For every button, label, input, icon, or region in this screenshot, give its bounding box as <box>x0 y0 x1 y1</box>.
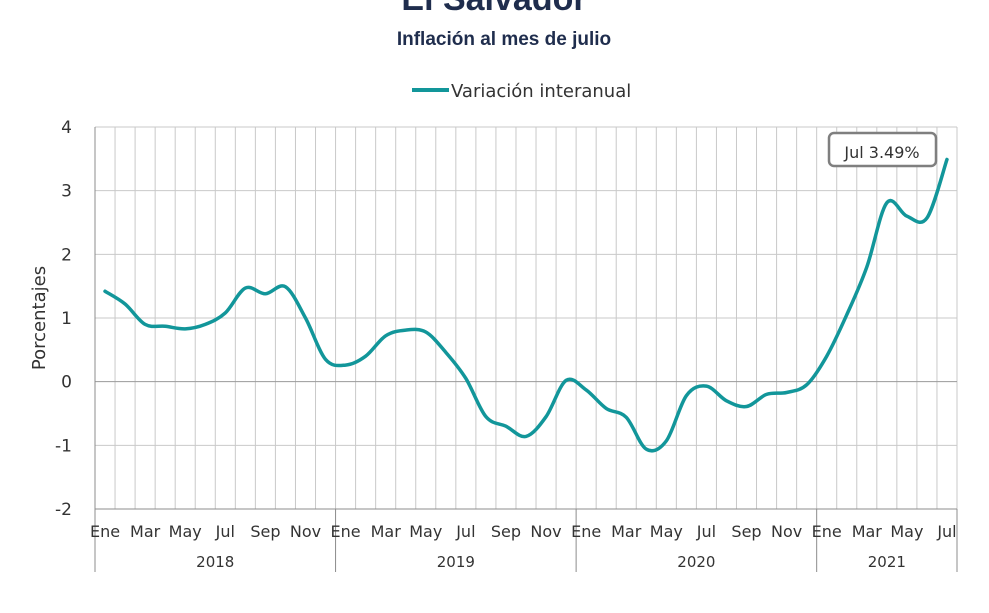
legend: Variación interanual <box>412 81 631 102</box>
annotation-label: Jul 3.49% <box>843 143 919 162</box>
x-tick-label: Nov <box>530 522 561 541</box>
year-labels: 2018 2019 2020 2021 <box>196 553 906 571</box>
x-tick-label: Ene <box>812 522 842 541</box>
x-tick-label: Sep <box>491 522 521 541</box>
x-tick-label: Nov <box>290 522 321 541</box>
x-tick-label: Sep <box>250 522 280 541</box>
annotation-box <box>827 131 938 168</box>
x-tick-label: Ene <box>331 522 361 541</box>
x-tick-label: May <box>409 522 442 541</box>
x-tick-label: Jul <box>215 522 235 541</box>
y-tick-label: 0 <box>61 373 72 393</box>
x-tick-label: Nov <box>771 522 802 541</box>
y-tick-label: -2 <box>55 500 72 520</box>
x-tick-label: Sep <box>731 522 761 541</box>
x-tick-label: Mar <box>130 522 161 541</box>
x-tick-label: Mar <box>611 522 642 541</box>
x-tick-label: May <box>169 522 202 541</box>
horizontal-gridlines <box>95 126 957 510</box>
year-label: 2019 <box>437 553 475 571</box>
x-tick-label: Ene <box>571 522 601 541</box>
x-tick-label: May <box>890 522 923 541</box>
axes <box>94 127 958 572</box>
y-axis-label: Porcentajes <box>29 266 50 370</box>
series-line-variacion-interanual <box>103 157 949 453</box>
x-tick-label: Mar <box>852 522 883 541</box>
x-tick-label: Mar <box>371 522 402 541</box>
y-tick-labels: -2 -1 0 1 2 3 4 <box>55 118 72 520</box>
x-tick-label: May <box>650 522 683 541</box>
chart-title: El Salvador <box>401 0 586 18</box>
y-tick-label: 1 <box>61 309 72 329</box>
x-tick-labels: Ene Mar May Jul Sep Nov Ene Mar May Jul Sep Nov Ene M… <box>90 522 957 541</box>
chart-subtitle: Inflación al mes de julio <box>397 29 611 50</box>
x-tick-label: Ene <box>90 522 120 541</box>
y-tick-label: 4 <box>61 118 72 138</box>
y-tick-label: 2 <box>61 245 72 265</box>
year-label: 2021 <box>868 553 906 571</box>
year-label: 2018 <box>196 553 234 571</box>
legend-label: Variación interanual <box>451 81 631 102</box>
x-tick-label: Jul <box>455 522 475 541</box>
x-tick-label: Jul <box>696 522 716 541</box>
year-label: 2020 <box>677 553 715 571</box>
x-tick-label: Jul <box>936 522 956 541</box>
y-tick-label: -1 <box>55 436 72 456</box>
y-tick-label: 3 <box>61 182 72 202</box>
annotation: Jul 3.49% <box>827 131 938 168</box>
